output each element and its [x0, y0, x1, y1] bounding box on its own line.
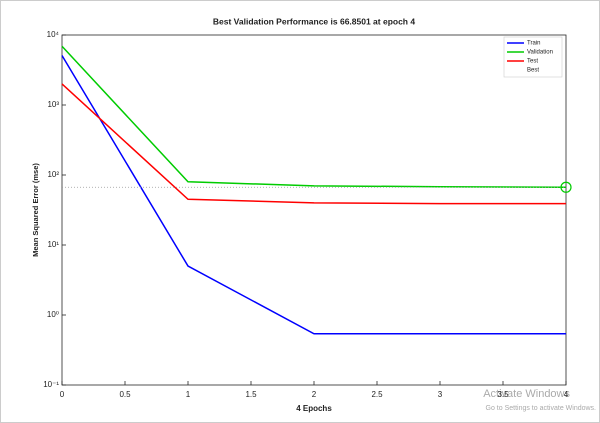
- legend-label: Train: [527, 41, 540, 47]
- y-tick-label: 10¹: [47, 240, 59, 249]
- y-tick-label: 10³: [47, 100, 59, 109]
- series-line: [61, 83, 566, 205]
- legend-label: Best: [527, 68, 539, 74]
- x-tick-label: 4: [564, 390, 569, 399]
- chart-title: Best Validation Performance is 66.8501 a…: [213, 16, 415, 26]
- y-tick-label: 10⁻¹: [43, 380, 59, 389]
- x-axis-label: 4 Epochs: [296, 404, 332, 413]
- y-tick-label: 10²: [47, 170, 59, 179]
- x-tick-label: 3: [438, 390, 443, 399]
- x-tick-label: 2.5: [371, 390, 383, 399]
- watermark: Activate Windows: [483, 388, 570, 400]
- x-tick-label: 1: [186, 390, 191, 399]
- legend-label: Test: [527, 59, 538, 65]
- y-tick-label: 10⁰: [47, 310, 59, 319]
- x-tick-label: 3.5: [497, 390, 509, 399]
- best-marker: [560, 181, 572, 193]
- x-tick-label: 1.5: [245, 390, 257, 399]
- watermark: Go to Settings to activate Windows.: [486, 405, 597, 412]
- series-line: [61, 55, 566, 335]
- x-tick-label: 2: [312, 390, 317, 399]
- legend-label: Validation: [527, 50, 553, 56]
- x-tick-label: 0: [60, 390, 65, 399]
- y-axis-label: Mean Squared Error (mse): [31, 163, 40, 257]
- plot-area: [61, 34, 567, 386]
- y-tick-label: 10⁴: [47, 30, 60, 39]
- x-tick-label: 0.5: [119, 390, 131, 399]
